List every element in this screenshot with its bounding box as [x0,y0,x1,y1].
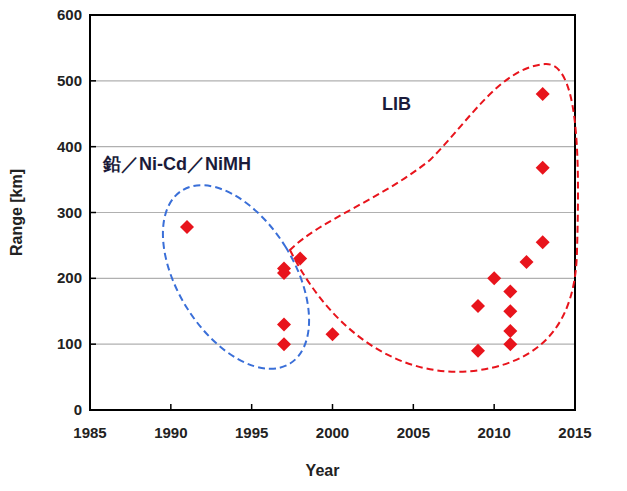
x-tick-label: 1985 [73,424,106,441]
x-tick-label: 1995 [235,424,268,441]
chart: 0 100 200 300 400 500 600 1985 1990 1995 2000 2005 2… [0,0,627,491]
point [503,324,517,338]
x-tick-label: 2010 [477,424,510,441]
grid-line [90,344,575,345]
point [180,220,194,234]
y-tick-label: 100 [57,335,82,352]
point [277,337,291,351]
lead-nimh-outline [133,160,339,394]
point [536,161,550,175]
point [503,285,517,299]
group-label: LIB [382,94,411,114]
point [503,304,517,318]
x-tick-label: 2000 [316,424,349,441]
grid-line [90,80,575,81]
point [293,252,307,266]
x-tick-label: 1990 [154,424,187,441]
y-tick-label: 300 [57,204,82,221]
y-axis-title: Range [km] [8,169,25,256]
grid-line [90,146,575,147]
y-tick-label: 500 [57,72,82,89]
y-tick-label: 400 [57,138,82,155]
point [503,337,517,351]
x-tick-label: 2015 [558,424,591,441]
point [471,344,485,358]
y-tick-label: 0 [74,401,82,418]
point [471,299,485,313]
y-tick-label: 200 [57,269,82,286]
point [326,327,340,341]
grid-line [90,212,575,213]
grid-line [90,278,575,279]
point [536,87,550,101]
group-label: 鉛／Ni-Cd／NiMH [102,154,251,174]
y-tick-label: 600 [57,6,82,23]
x-axis-title: Year [306,462,340,479]
lib-outline [290,64,578,372]
points [180,87,550,358]
point [277,266,291,280]
point [487,271,501,285]
plot-frame [90,15,575,410]
group-outlines [133,64,578,394]
background [0,0,627,491]
point [277,317,291,331]
x-tick-label: 2005 [397,424,430,441]
point [520,255,534,269]
point [536,235,550,249]
